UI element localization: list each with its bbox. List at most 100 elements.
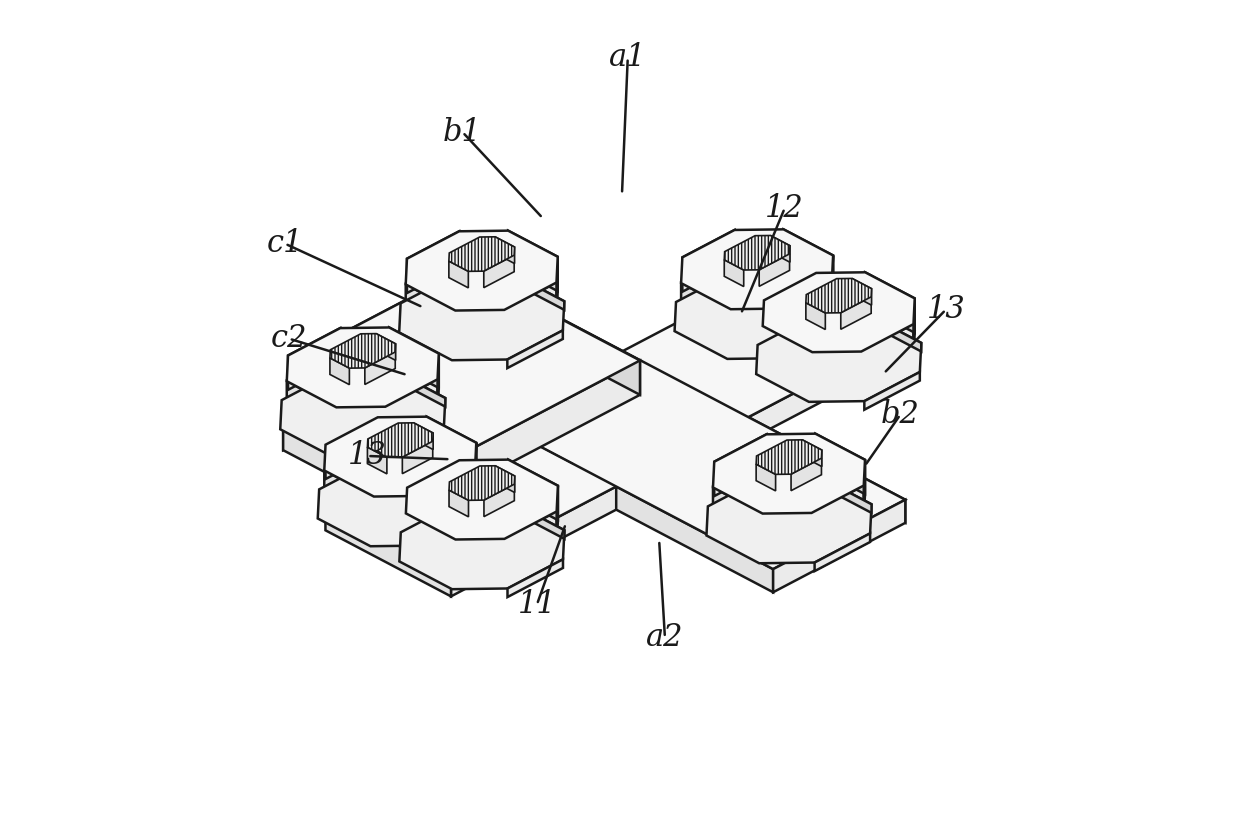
Polygon shape (805, 302, 825, 330)
Polygon shape (405, 230, 558, 311)
Polygon shape (861, 324, 913, 386)
Polygon shape (333, 268, 906, 569)
Polygon shape (280, 370, 445, 457)
Polygon shape (756, 439, 821, 474)
Polygon shape (475, 443, 476, 503)
Polygon shape (364, 352, 395, 384)
Polygon shape (507, 330, 563, 368)
Polygon shape (388, 427, 444, 465)
Polygon shape (725, 259, 743, 287)
Polygon shape (449, 237, 514, 271)
Polygon shape (405, 284, 455, 345)
Polygon shape (706, 477, 871, 563)
Polygon shape (783, 230, 833, 290)
Polygon shape (831, 255, 833, 316)
Polygon shape (284, 294, 641, 482)
Polygon shape (748, 417, 906, 523)
Polygon shape (760, 254, 789, 287)
Polygon shape (504, 511, 556, 573)
Polygon shape (803, 439, 821, 467)
Polygon shape (330, 358, 349, 385)
Polygon shape (455, 310, 504, 345)
Text: c2: c2 (271, 323, 307, 354)
Polygon shape (819, 477, 871, 513)
Polygon shape (681, 230, 833, 309)
Polygon shape (483, 255, 514, 287)
Polygon shape (788, 264, 913, 354)
Polygon shape (616, 487, 773, 592)
Polygon shape (805, 278, 871, 313)
Polygon shape (330, 334, 395, 368)
Polygon shape (763, 273, 914, 352)
Polygon shape (449, 490, 468, 517)
Polygon shape (406, 459, 558, 539)
Polygon shape (762, 513, 812, 548)
Polygon shape (326, 264, 913, 573)
Polygon shape (284, 415, 409, 516)
Polygon shape (815, 434, 865, 494)
Polygon shape (865, 372, 919, 410)
Polygon shape (385, 379, 437, 441)
Polygon shape (504, 282, 556, 344)
Polygon shape (771, 235, 790, 262)
Text: 13: 13 (348, 440, 387, 472)
Polygon shape (864, 460, 865, 520)
Polygon shape (406, 231, 460, 293)
Polygon shape (763, 326, 813, 387)
Polygon shape (731, 309, 779, 344)
Polygon shape (449, 261, 468, 287)
Polygon shape (399, 502, 565, 589)
Polygon shape (508, 559, 563, 597)
Text: 13: 13 (927, 294, 965, 325)
Polygon shape (508, 230, 558, 291)
Polygon shape (556, 486, 558, 546)
Polygon shape (451, 330, 913, 596)
Polygon shape (725, 235, 790, 270)
Polygon shape (374, 496, 422, 531)
Polygon shape (756, 315, 922, 401)
Polygon shape (674, 273, 840, 358)
Polygon shape (399, 273, 564, 360)
Polygon shape (779, 281, 831, 343)
Polygon shape (681, 283, 731, 344)
Polygon shape (426, 516, 482, 554)
Polygon shape (368, 447, 387, 474)
Polygon shape (790, 458, 821, 491)
Polygon shape (287, 328, 341, 390)
Polygon shape (841, 297, 871, 330)
Polygon shape (325, 416, 476, 496)
Polygon shape (852, 278, 871, 305)
Polygon shape (325, 471, 374, 531)
Text: c1: c1 (266, 228, 304, 259)
Polygon shape (393, 370, 445, 406)
Polygon shape (813, 352, 861, 387)
Polygon shape (406, 514, 456, 574)
Polygon shape (377, 334, 395, 360)
Polygon shape (712, 487, 762, 548)
Text: a1: a1 (610, 42, 647, 74)
Polygon shape (422, 468, 475, 530)
Polygon shape (317, 459, 483, 546)
Polygon shape (326, 507, 451, 596)
Polygon shape (764, 273, 817, 335)
Polygon shape (286, 327, 439, 407)
Polygon shape (812, 486, 864, 548)
Polygon shape (430, 459, 483, 496)
Polygon shape (773, 500, 906, 592)
Polygon shape (484, 484, 514, 516)
Polygon shape (514, 294, 641, 395)
Polygon shape (326, 417, 378, 479)
Polygon shape (756, 464, 776, 491)
Polygon shape (683, 230, 735, 292)
Text: a2: a2 (647, 622, 684, 653)
Polygon shape (368, 423, 434, 458)
Polygon shape (403, 441, 432, 473)
Polygon shape (913, 298, 914, 358)
Text: 11: 11 (518, 589, 556, 620)
Polygon shape (865, 273, 914, 333)
Polygon shape (783, 329, 839, 367)
Polygon shape (714, 434, 767, 496)
Polygon shape (414, 423, 434, 449)
Polygon shape (508, 459, 558, 520)
Polygon shape (333, 268, 466, 361)
